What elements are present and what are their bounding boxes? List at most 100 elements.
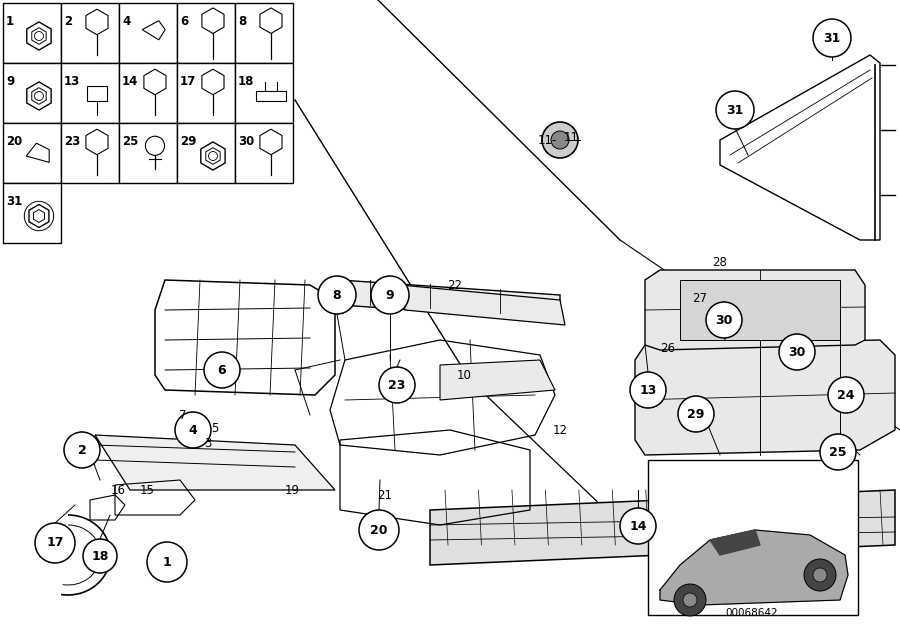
Text: 14: 14 [122, 75, 139, 88]
Text: 20: 20 [6, 135, 23, 148]
Polygon shape [660, 530, 848, 605]
Bar [3, 183, 61, 243]
Circle shape [318, 276, 356, 314]
Bar [61, 123, 119, 183]
Bar [177, 123, 235, 183]
Circle shape [716, 91, 754, 129]
Circle shape [678, 396, 714, 432]
Circle shape [820, 434, 856, 470]
Text: 27: 27 [692, 292, 707, 304]
Text: 2: 2 [77, 443, 86, 457]
Text: 24: 24 [837, 389, 855, 401]
Text: 17: 17 [180, 75, 196, 88]
Circle shape [551, 131, 569, 149]
Bar [61, 63, 119, 123]
Text: 30: 30 [788, 345, 806, 359]
Text: 4: 4 [122, 15, 130, 28]
Circle shape [813, 19, 851, 57]
Circle shape [674, 584, 706, 616]
Text: 13: 13 [64, 75, 80, 88]
Circle shape [64, 432, 100, 468]
Text: 30: 30 [238, 135, 255, 148]
Text: 31: 31 [6, 195, 23, 208]
Text: 31: 31 [726, 103, 743, 117]
Text: 1: 1 [6, 15, 14, 28]
Bar [648, 460, 858, 615]
Bar [235, 3, 293, 63]
Text: 14: 14 [629, 520, 647, 533]
Polygon shape [340, 280, 560, 320]
Text: 8: 8 [238, 15, 247, 28]
Circle shape [379, 367, 415, 403]
Text: 21: 21 [377, 489, 392, 501]
Text: 9: 9 [386, 289, 394, 301]
Circle shape [706, 302, 742, 338]
Text: 16: 16 [111, 483, 125, 496]
Bar [86, 86, 107, 101]
Polygon shape [430, 490, 895, 565]
Text: 00068642: 00068642 [725, 608, 778, 618]
Text: 11-: 11- [537, 134, 557, 147]
Bar [3, 3, 61, 63]
Text: 29: 29 [180, 135, 196, 148]
Polygon shape [440, 360, 555, 400]
Circle shape [620, 508, 656, 544]
Circle shape [828, 377, 864, 413]
Text: 2: 2 [64, 15, 72, 28]
Text: 1: 1 [163, 555, 171, 568]
Circle shape [779, 334, 815, 370]
Text: 7: 7 [179, 408, 187, 422]
Text: 10: 10 [456, 368, 472, 382]
Circle shape [83, 539, 117, 573]
Circle shape [371, 276, 409, 314]
Bar [177, 63, 235, 123]
Polygon shape [680, 280, 840, 340]
Bar [235, 123, 293, 183]
Circle shape [542, 122, 578, 158]
Text: 18: 18 [238, 75, 255, 88]
Text: 6: 6 [218, 364, 226, 376]
Polygon shape [95, 435, 335, 490]
Text: 3: 3 [204, 436, 212, 450]
Bar [177, 3, 235, 63]
Text: 29: 29 [688, 408, 705, 420]
Circle shape [175, 412, 211, 448]
Bar [3, 123, 61, 183]
Text: 18: 18 [91, 550, 109, 562]
Text: 4: 4 [189, 424, 197, 436]
Bar [3, 63, 61, 123]
Text: 15: 15 [140, 483, 155, 496]
Text: 25: 25 [122, 135, 139, 148]
Text: 23: 23 [388, 378, 406, 392]
Text: 17: 17 [46, 536, 64, 550]
Text: 8: 8 [333, 289, 341, 301]
Text: 12: 12 [553, 424, 568, 436]
Text: 13: 13 [639, 383, 657, 396]
Circle shape [35, 523, 75, 563]
Bar [235, 63, 293, 123]
Circle shape [813, 568, 827, 582]
Text: 19: 19 [284, 483, 300, 496]
Circle shape [359, 510, 399, 550]
Bar [119, 63, 177, 123]
Circle shape [204, 352, 240, 388]
Circle shape [683, 593, 697, 607]
Text: 26: 26 [661, 341, 676, 355]
Text: 22: 22 [447, 278, 463, 292]
Text: 9: 9 [6, 75, 14, 88]
Bar [61, 3, 119, 63]
Text: 23: 23 [64, 135, 80, 148]
Text: 11: 11 [563, 131, 579, 143]
Text: 30: 30 [716, 313, 733, 327]
Polygon shape [645, 270, 865, 350]
Text: 31: 31 [824, 31, 841, 45]
Text: 25: 25 [829, 445, 847, 459]
Polygon shape [400, 285, 565, 325]
Polygon shape [635, 340, 895, 455]
Text: 20: 20 [370, 524, 388, 536]
Text: 28: 28 [713, 255, 727, 269]
Bar [119, 3, 177, 63]
Bar [119, 123, 177, 183]
Text: 5: 5 [212, 422, 219, 434]
Circle shape [804, 559, 836, 591]
